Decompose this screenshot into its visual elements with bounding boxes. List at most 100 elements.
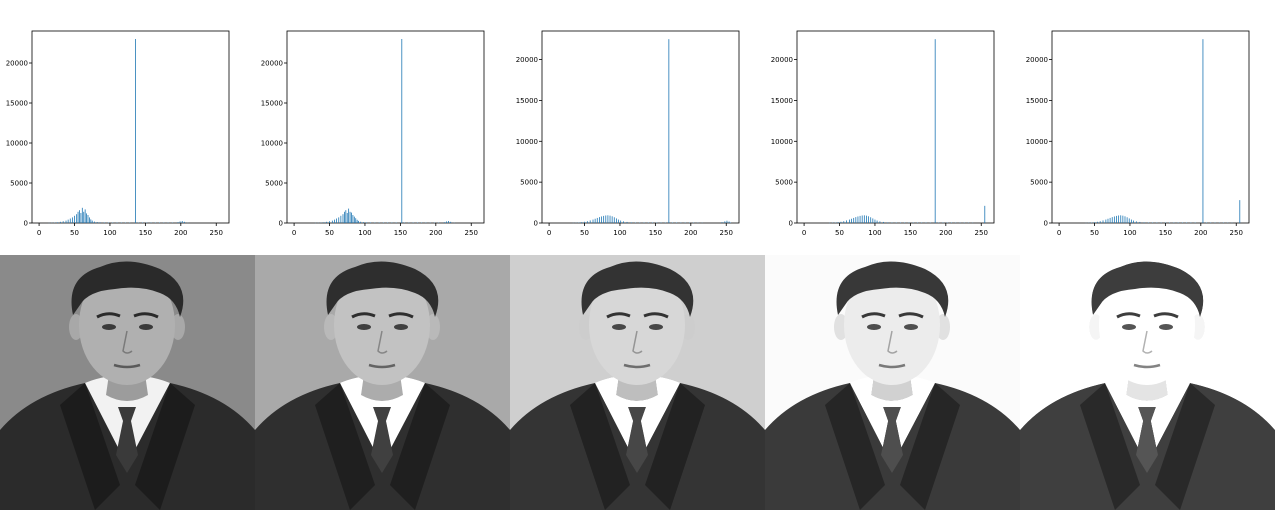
- left-eyebrow: [1116, 312, 1141, 319]
- portrait-photo: [765, 255, 1020, 510]
- histogram-bar: [872, 218, 874, 223]
- x-tick-label: 50: [325, 229, 334, 237]
- necktie: [1136, 407, 1158, 473]
- mouth: [623, 363, 651, 369]
- face: [334, 265, 430, 385]
- necktie: [371, 407, 393, 473]
- x-tick-label: 200: [684, 229, 697, 237]
- necktie: [881, 407, 903, 473]
- histogram-bar: [183, 221, 185, 223]
- right-eyebrow: [388, 312, 414, 319]
- plot-area: [286, 30, 485, 224]
- nose: [632, 330, 643, 354]
- histogram-bar: [618, 219, 619, 223]
- histogram-bar: [336, 218, 337, 223]
- x-tick-label: 250: [465, 229, 478, 237]
- histogram-bar: [90, 219, 92, 223]
- right-eye: [139, 324, 153, 330]
- histogram-bar: [879, 221, 881, 223]
- y-tick-label: 15000: [261, 100, 283, 108]
- histogram-bar: [1124, 216, 1126, 223]
- histogram-bar: [846, 220, 847, 223]
- histogram-bar: [57, 222, 58, 223]
- histogram-bar: [589, 220, 591, 223]
- x-tick-label: 100: [868, 229, 881, 237]
- y-tick-label: 10000: [1026, 138, 1048, 146]
- y-tick-label: 10000: [6, 140, 28, 148]
- left-eye: [612, 324, 626, 330]
- histogram-bar: [599, 217, 600, 223]
- histogram-bar: [179, 221, 181, 223]
- histogram-bar: [728, 221, 730, 223]
- left-eye: [102, 324, 116, 330]
- histogram-row: 0 50 100 150 200 250 0 5000 10000 15000 20000 0 50 10…: [5, 30, 1250, 237]
- histogram-bar: [626, 221, 628, 223]
- histogram-bar: [96, 222, 98, 223]
- right-lapel: [645, 383, 705, 510]
- histogram-bar: [984, 205, 986, 223]
- x-tick-label: 200: [429, 229, 442, 237]
- histogram-bar: [837, 222, 839, 223]
- histogram-chart: 0 50 100 150 200 250 0 5000 10000 15000 20000: [516, 30, 740, 237]
- histogram-bar: [1118, 215, 1120, 223]
- hair: [1091, 261, 1204, 317]
- y-tick-label: 20000: [771, 56, 793, 64]
- mouth: [878, 363, 906, 369]
- histogram-bar: [883, 221, 884, 223]
- y-tick-label: 0: [789, 220, 793, 228]
- histogram-bar: [326, 221, 328, 223]
- left-lapel: [315, 383, 375, 510]
- portrait-photo: [1020, 255, 1275, 510]
- x-tick-label: 250: [720, 229, 733, 237]
- histogram-bar: [448, 221, 449, 223]
- histogram-bar: [1126, 217, 1128, 223]
- x-tick-label: 200: [939, 229, 952, 237]
- histogram-bar: [65, 220, 67, 223]
- portrait-photo: [255, 255, 510, 510]
- y-tick-label: 5000: [10, 180, 28, 188]
- histogram-bar: [874, 219, 876, 223]
- histogram-bar: [363, 222, 364, 223]
- left-eyebrow: [606, 312, 631, 319]
- histogram-bar: [334, 219, 335, 223]
- histogram-bar: [592, 219, 594, 223]
- histogram-bar: [863, 215, 865, 223]
- histogram-bar: [181, 221, 183, 223]
- histogram-bar: [74, 215, 75, 223]
- histogram-bar: [84, 209, 86, 223]
- histogram-bar: [59, 221, 61, 223]
- histogram-bar: [370, 222, 372, 223]
- right-eyebrow: [898, 312, 924, 319]
- left-eye: [357, 324, 371, 330]
- histogram-bar: [853, 217, 855, 223]
- histogram-bar: [93, 221, 95, 223]
- histogram-bar: [857, 216, 859, 223]
- portrait-photo: [0, 255, 255, 510]
- x-tick-label: 100: [103, 229, 116, 237]
- histogram-bar: [1128, 218, 1130, 223]
- right-eye: [904, 324, 918, 330]
- y-tick-label: 10000: [516, 138, 538, 146]
- x-tick-label: 0: [802, 229, 806, 237]
- mouth: [113, 363, 141, 369]
- histogram-bar: [80, 213, 82, 223]
- y-tick-label: 0: [1044, 220, 1048, 228]
- histogram-bar: [887, 222, 889, 223]
- histogram-bar: [352, 215, 354, 223]
- left-lapel: [570, 383, 630, 510]
- histogram-bar: [1139, 221, 1141, 223]
- histogram-bar: [1111, 217, 1113, 223]
- left-eye: [867, 324, 881, 330]
- right-eye: [649, 324, 663, 330]
- face: [844, 265, 940, 385]
- histogram-bar: [855, 217, 857, 223]
- histogram-bar: [358, 220, 359, 223]
- y-tick-label: 0: [534, 220, 538, 228]
- histogram-bar: [601, 216, 602, 223]
- plot-area: [31, 30, 230, 224]
- left-eyebrow: [96, 312, 121, 319]
- y-tick-label: 5000: [1030, 179, 1048, 187]
- histogram-bar: [67, 219, 69, 223]
- histogram-bar: [1143, 222, 1145, 223]
- histogram-bar: [356, 219, 358, 223]
